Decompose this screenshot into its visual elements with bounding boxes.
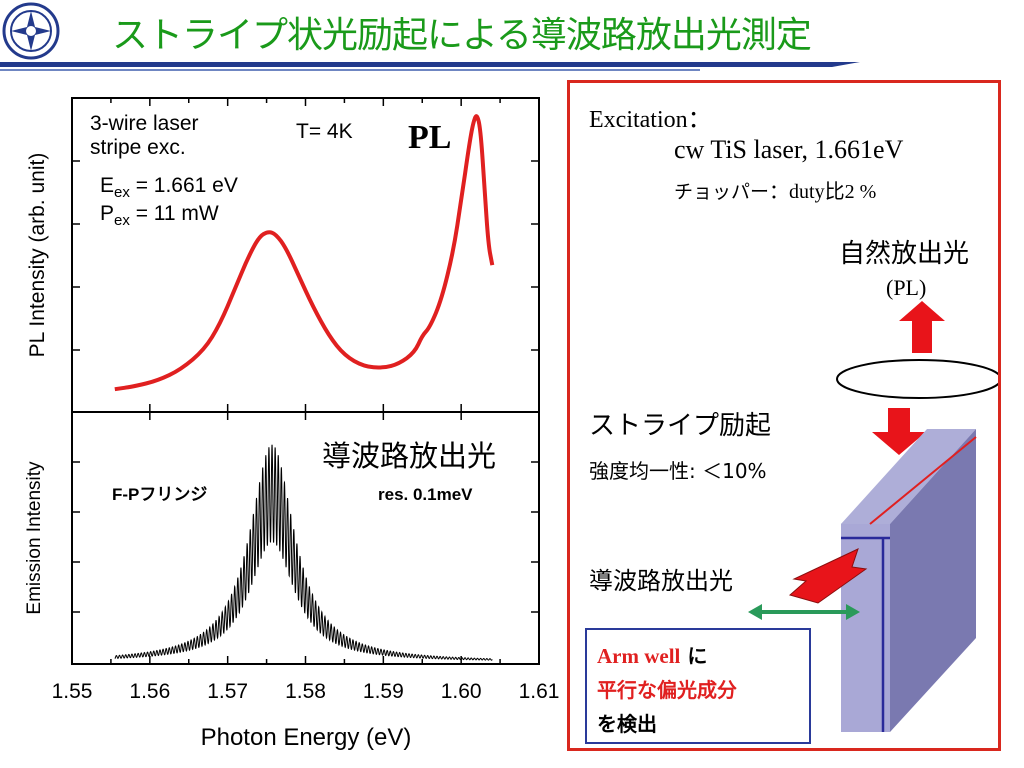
- note-line3: を検出: [597, 712, 657, 736]
- waveguide-emission-side-label: 導波路放出光: [589, 567, 733, 595]
- emission-y-axis-label: Emission Intensity: [24, 461, 45, 615]
- polarization-arrow-right: [846, 604, 860, 620]
- natural-emission-label: 自然放出光: [839, 239, 970, 269]
- x-tick-label: 1.57: [207, 680, 248, 703]
- excitation-label: Excitation：: [589, 107, 712, 133]
- note-line2: 平行な偏光成分: [597, 678, 737, 702]
- pl-note-line2: stripe exc.: [90, 136, 186, 159]
- pl-eex-label: Eex = 1.661 eV: [100, 174, 238, 201]
- emission-series-line: [114, 444, 493, 661]
- polarization-note: Arm well に 平行な偏光成分 を検出: [585, 628, 811, 744]
- university-emblem-icon: [2, 2, 60, 60]
- stripe-excitation-label: ストライプ励起: [589, 411, 772, 441]
- pl-emission-arrow: [899, 301, 945, 353]
- waveguide-emission-arrow: [788, 548, 868, 604]
- sample-top-face-2: [841, 429, 976, 524]
- stripe-line: [869, 436, 977, 525]
- pl-series-line: [114, 114, 495, 392]
- x-tick-label: 1.56: [129, 680, 170, 703]
- x-tick-label: 1.61: [519, 680, 560, 703]
- chopper-value: ：duty比2 %: [769, 181, 877, 203]
- note-line1: Arm well に: [597, 640, 707, 669]
- pl-pex-label: Pex = 11 mW: [100, 202, 219, 229]
- fp-fringe-label: F-Pフリンジ: [112, 485, 207, 504]
- note-arm-well: Arm well: [597, 644, 681, 668]
- setup-diagram: [748, 301, 998, 732]
- chopper-jp: チョッパー: [674, 181, 770, 203]
- resolution-label: res. 0.1meV: [378, 485, 473, 504]
- polarization-arrow-left: [748, 604, 762, 620]
- x-tick-labels: 1.55 1.56 1.57 1.58 1.59 1.60 1.61: [52, 680, 560, 703]
- excitation-arrow: [872, 408, 926, 455]
- note-particle: に: [680, 644, 708, 668]
- axis-ticks: [71, 98, 540, 664]
- x-tick-label: 1.60: [441, 680, 482, 703]
- x-tick-label: 1.59: [363, 680, 404, 703]
- pl-temperature-label: T= 4K: [296, 120, 353, 143]
- lens-icon: [836, 359, 998, 399]
- x-axis-label: Photon Energy (eV): [201, 724, 412, 751]
- pl-tag-label: PL: [408, 119, 451, 156]
- waveguide-emission-label: 導波路放出光: [322, 439, 496, 473]
- chopper-label: チョッパー：duty比2 %: [674, 175, 876, 204]
- pl-y-axis-label: PL Intensity (arb. unit): [26, 153, 49, 358]
- x-tick-label: 1.55: [52, 680, 93, 703]
- title-rule-tip: [832, 62, 860, 67]
- x-tick-label: 1.58: [285, 680, 326, 703]
- title-rule: [0, 62, 832, 67]
- pl-label: (PL): [886, 275, 927, 300]
- setup-panel: Excitation： cw TiS laser, 1.661eV チョッパー：…: [567, 80, 1001, 751]
- slide-title: ストライプ状光励起による導波路放出光測定: [112, 15, 812, 56]
- spectra-chart: PL Intensity (arb. unit) 3-wire laser st…: [24, 97, 560, 751]
- uniformity-label: 強度均一性: ＜10%: [589, 459, 767, 483]
- title-rule-thin: [0, 69, 700, 71]
- pl-note-line1: 3-wire laser: [90, 112, 199, 135]
- laser-label: cw TiS laser, 1.661eV: [674, 135, 904, 164]
